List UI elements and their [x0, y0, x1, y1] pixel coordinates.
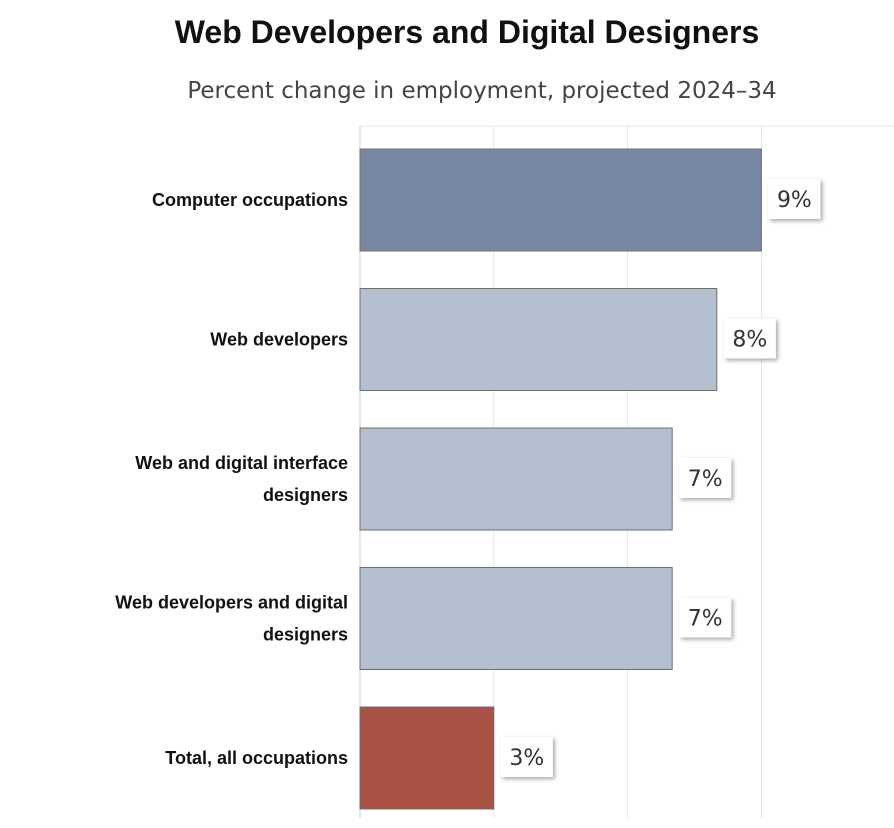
chart-subtitle: Percent change in employment, projected …	[187, 78, 777, 104]
category-label: designers	[263, 485, 348, 505]
category-label: Web developers and digital	[115, 593, 348, 613]
category-label: designers	[263, 625, 348, 645]
category-labels: Computer occupations Web developers Web an…	[115, 190, 348, 768]
value-label: 8%	[732, 328, 767, 353]
value-label-box	[679, 597, 732, 638]
bar	[359, 706, 495, 810]
bar	[359, 288, 718, 391]
bar	[359, 148, 762, 252]
bars: 9% 8% 7% 7% 3%	[359, 148, 821, 810]
category-label: Web and digital interface	[135, 453, 348, 473]
category-label: Computer occupations	[152, 190, 348, 210]
value-label: 7%	[688, 607, 723, 632]
value-label-box	[500, 737, 553, 777]
value-label: 7%	[688, 467, 723, 492]
value-label: 9%	[777, 188, 812, 213]
chart-title: Web Developers and Digital Designers	[174, 14, 760, 50]
category-label: Total, all occupations	[165, 748, 348, 768]
bar	[359, 567, 673, 670]
value-label: 3%	[509, 746, 544, 771]
bar	[359, 427, 673, 531]
value-label-box	[723, 318, 776, 359]
value-label-box	[679, 458, 732, 498]
value-label-box	[768, 179, 821, 219]
category-label: Web developers	[210, 330, 348, 350]
